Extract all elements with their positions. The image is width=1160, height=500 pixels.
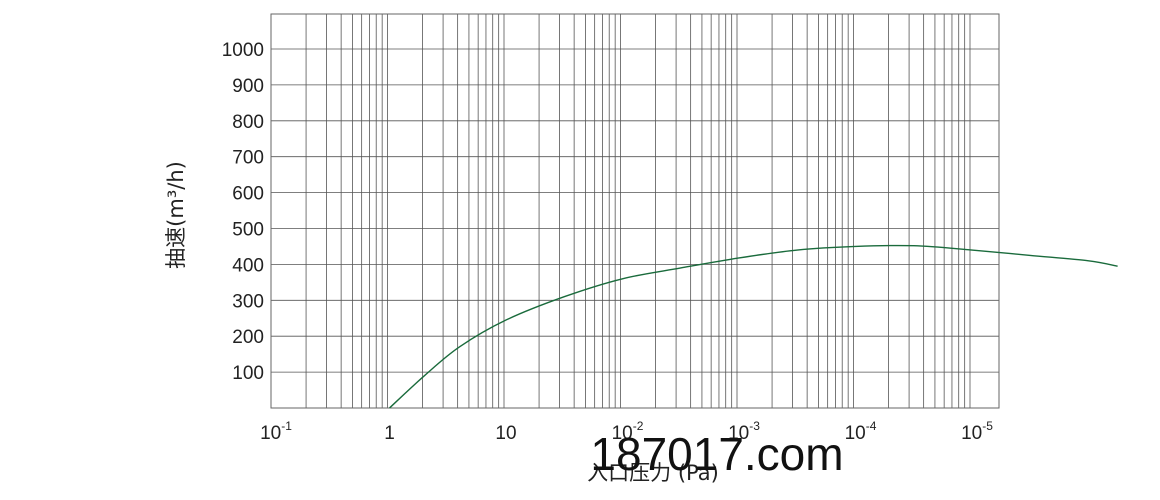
y-tick-label: 700 [232, 148, 264, 169]
y-axis-title: 抽速(m³/h) [164, 161, 188, 269]
x-tick-label: 10-3 [728, 419, 760, 444]
y-tick-label: 500 [232, 220, 264, 241]
grid [271, 14, 999, 408]
x-tick-label: 10-4 [845, 419, 877, 444]
watermark-text: 187017.com [590, 428, 843, 480]
y-tick-label: 200 [232, 327, 264, 348]
y-tick-label: 100 [232, 363, 264, 384]
plot-frame [270, 13, 1000, 409]
y-tick-label: 800 [232, 112, 264, 133]
y-axis-labels: 100 200 300 400 500 600 700 800 900 1000 [222, 40, 264, 384]
series-line [389, 244, 1118, 409]
x-axis-labels: 10-1 1 10 10-2 10-3 10-4 10-5 [260, 419, 993, 444]
y-tick-label: 400 [232, 255, 264, 276]
x-tick-label: 1 [384, 423, 395, 444]
x-tick-label: 10-5 [961, 419, 993, 444]
y-tick-label: 900 [232, 76, 264, 97]
x-tick-label: 10-1 [260, 419, 292, 444]
x-axis-title: 入口压力 (Pa) [587, 461, 719, 485]
x-tick-label: 10 [495, 423, 516, 444]
y-tick-label: 1000 [222, 40, 264, 61]
y-tick-label: 600 [232, 184, 264, 205]
y-tick-label: 300 [232, 291, 264, 312]
x-tick-label: 10-2 [612, 419, 644, 444]
